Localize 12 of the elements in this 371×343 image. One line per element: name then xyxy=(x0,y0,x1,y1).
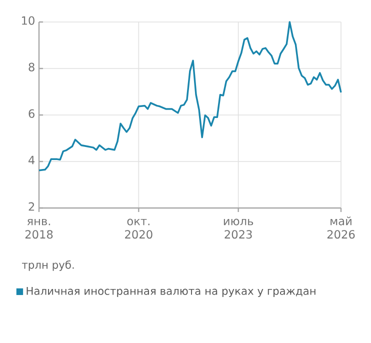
y-tick-label: 6 xyxy=(28,109,34,118)
y-tick-label: 10 xyxy=(22,16,34,25)
x-tick-label: янв. 2018 xyxy=(25,218,53,239)
y-tick-label: 2 xyxy=(28,202,34,211)
legend-label: Наличная иностранная валюта на руках у граждан xyxy=(26,287,316,297)
y-axis-title: трлн руб. xyxy=(22,260,74,271)
x-tick-label: май 2026 xyxy=(327,216,355,239)
y-tick-label: 4 xyxy=(28,156,35,164)
y-tick-label: 8 xyxy=(28,62,34,72)
line-series xyxy=(38,21,342,172)
x-tick-label: окт. 2020 xyxy=(125,218,152,239)
x-tick-label: июль 2023 xyxy=(224,218,254,239)
